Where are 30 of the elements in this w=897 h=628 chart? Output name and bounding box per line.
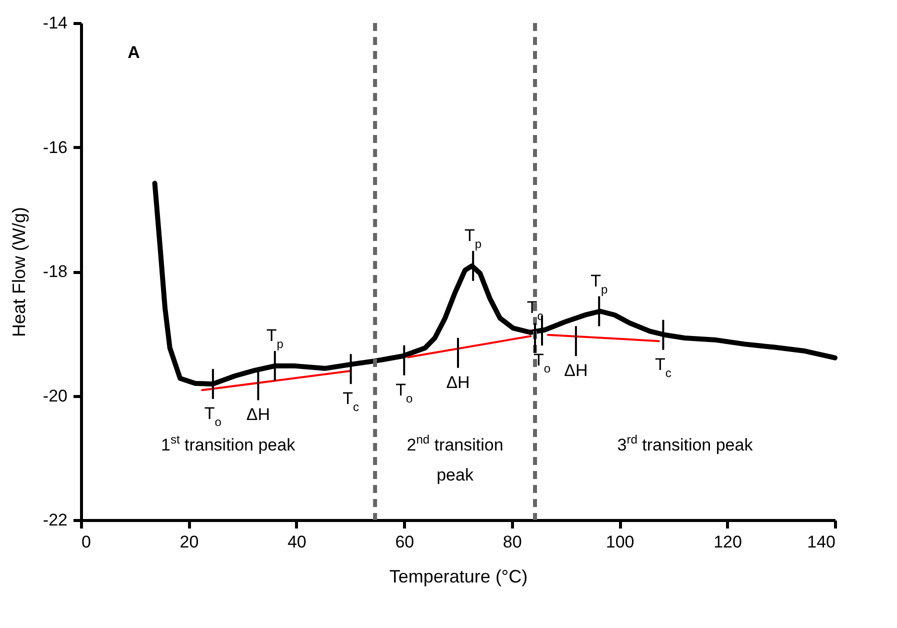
annotation: 1$^{st}$ transition peak [160, 432, 296, 454]
annotation: T$_{p}$ [590, 271, 608, 296]
annotation: 2$^{nd}$ transition peak [406, 432, 504, 484]
x-tick-label: 60 [395, 532, 414, 552]
y-tick-label: -22 [42, 510, 68, 530]
annotation: T$_{p}$ [464, 226, 482, 251]
annotation: ΔH [246, 405, 270, 424]
y-tick-label: -20 [42, 386, 68, 406]
annotation: A [128, 42, 140, 62]
x-axis-title: Temperature (°C) [389, 566, 528, 586]
x-tick-label: 120 [714, 532, 742, 552]
y-tick-label: -16 [42, 138, 68, 157]
annotation: ΔH [446, 372, 470, 392]
y-axis-title: Heat Flow (W/g) [8, 206, 29, 338]
annotation: ΔH [564, 361, 588, 380]
annotation: 3$^{rd}$ transition peak [617, 432, 754, 454]
x-tick-label: 0 [82, 532, 91, 552]
annotation: T$_{p}$ [266, 326, 284, 351]
annotation: T$_{c}$ [342, 389, 360, 414]
x-tick-label: 20 [180, 532, 199, 552]
x-tick-label: 140 [807, 532, 836, 552]
annotation: T$_{c}$ [655, 354, 672, 380]
annotation: T$_{o}$ [396, 380, 413, 406]
x-tick-label: 100 [606, 532, 634, 552]
annotation: T$_{o}$ [204, 404, 222, 429]
x-tick-label: 80 [502, 532, 522, 552]
annotation: T$_{o}$ [533, 350, 551, 376]
y-tick-label: -14 [42, 14, 68, 32]
x-tick-label: 40 [287, 532, 306, 552]
y-tick-label: -18 [42, 262, 68, 281]
